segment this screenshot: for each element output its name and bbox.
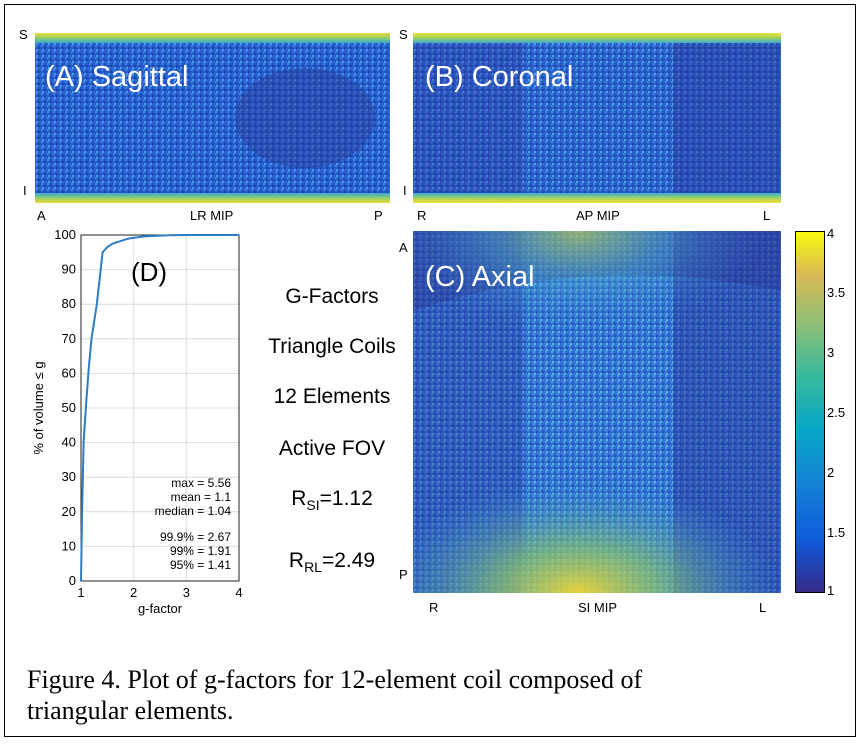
axial-center-label: SI MIP [578, 600, 618, 615]
sagittal-right-label: P [374, 208, 383, 223]
rrl-text: RRL=2.49 [237, 549, 427, 575]
panel-a-title: (A) Sagittal [45, 61, 189, 93]
sagittal-top-label: S [19, 27, 28, 42]
axial-left-label: R [429, 600, 439, 615]
y-tick-label-10: 10 [62, 538, 76, 553]
coronal-left-label: R [417, 208, 427, 223]
axial-mip-image [413, 231, 781, 593]
rrl-subscript: RL [304, 559, 322, 576]
y-tick-label-100: 100 [54, 227, 76, 242]
colorbar-tick-3: 3 [827, 345, 835, 360]
coil-type-text: Triangle Coils [268, 335, 396, 358]
figure-frame: (A) Sagittal S I A LR MIP P [4, 4, 856, 737]
y-tick-label-80: 80 [62, 296, 76, 311]
colorbar-tick-2: 2 [827, 465, 835, 480]
y-tick-label-70: 70 [62, 331, 76, 346]
y-tick-label-60: 60 [62, 365, 76, 380]
stat-annotation-2: median = 1.04 [155, 504, 232, 518]
caption-line-2: triangular elements. [27, 696, 234, 725]
rrl-symbol: R [288, 549, 305, 572]
x-tick-label-1: 1 [77, 585, 84, 600]
fov-text: Active FOV [278, 437, 386, 460]
y-tick-label-90: 90 [62, 262, 76, 277]
x-tick-label-3: 3 [183, 585, 190, 600]
x-tick-label-4: 4 [235, 585, 242, 600]
x-tick-label-2: 2 [130, 585, 137, 600]
coronal-mip-image [413, 33, 781, 203]
y-tick-label-40: 40 [62, 435, 76, 450]
element-count-text: 12 Elements [273, 385, 391, 408]
axial-top-label: A [399, 240, 408, 255]
axial-bottom-label: P [399, 567, 408, 582]
stat-annotation-4: 99% = 1.91 [170, 544, 231, 558]
rsi-subscript: SI [306, 497, 320, 514]
stat-annotation-5: 95% = 1.41 [170, 558, 231, 572]
panel-b-title: (B) Coronal [425, 61, 574, 93]
colorbar-tick-2-5: 2.5 [827, 405, 846, 420]
gfactor-heading: G-Factors [285, 285, 379, 308]
stat-annotation-0: max = 5.56 [171, 476, 231, 490]
panel-d-title: (D) [131, 257, 167, 287]
cdf-series-line-0 [80, 234, 239, 582]
colorbar-tick-1-5: 1.5 [827, 525, 846, 540]
y-tick-label-50: 50 [62, 400, 76, 415]
sagittal-center-label: LR MIP [190, 208, 234, 223]
figure-caption: Figure 4. Plot of g-factors for 12-eleme… [27, 664, 837, 726]
axial-right-label: L [759, 600, 767, 615]
colorbar-tick-3-5: 3.5 [827, 285, 846, 300]
sagittal-bottom-label: I [23, 183, 27, 198]
y-axis-label: % of volume ≤ g [31, 361, 46, 454]
rsi-value: =1.12 [319, 487, 373, 510]
sagittal-mip-image [35, 33, 390, 203]
colorbar-tick-1: 1 [827, 583, 835, 598]
coronal-center-label: AP MIP [576, 208, 620, 223]
caption-line-1: Figure 4. Plot of g-factors for 12-eleme… [27, 665, 643, 694]
coronal-right-label: L [763, 208, 771, 223]
colorbar [795, 231, 825, 593]
panel-c-title: (C) Axial [425, 261, 535, 293]
x-axis-label: g-factor [138, 601, 183, 616]
sagittal-left-label: A [37, 208, 46, 223]
stat-annotation-1: mean = 1.1 [171, 490, 232, 504]
y-tick-label-30: 30 [62, 469, 76, 484]
rrl-value: =2.49 [321, 549, 376, 572]
y-tick-label-0: 0 [69, 573, 76, 588]
colorbar-tick-4: 4 [827, 226, 835, 241]
stat-annotation-3: 99.9% = 2.67 [160, 530, 231, 544]
coronal-top-label: S [399, 27, 408, 42]
coronal-bottom-label: I [403, 183, 407, 198]
rsi-symbol: R [291, 487, 307, 510]
rsi-text: RSI=1.12 [237, 487, 427, 513]
y-tick-label-20: 20 [62, 504, 76, 519]
